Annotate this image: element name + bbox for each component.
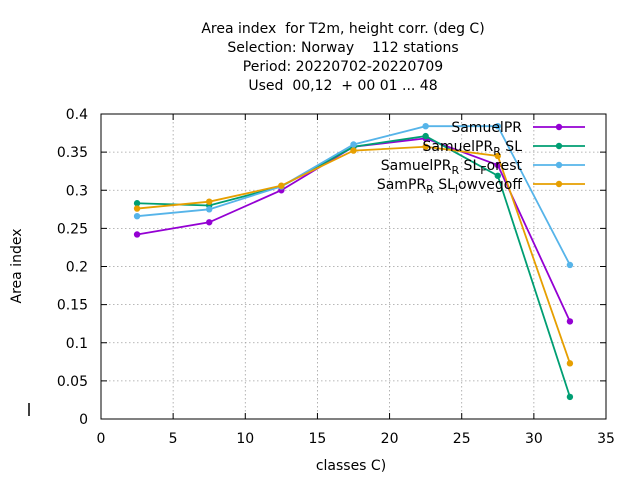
- y-tick-label: 0.3: [66, 183, 88, 199]
- data-point: [133, 231, 141, 238]
- title-line: Selection: Norway 112 stations: [227, 40, 458, 56]
- data-point: [494, 123, 501, 130]
- x-axis-label: classes C): [316, 458, 386, 474]
- data-point: [422, 132, 429, 140]
- series: [133, 123, 574, 401]
- y-tick-label: 0.15: [57, 298, 88, 314]
- x-tick-label: 5: [169, 431, 178, 447]
- data-point: [206, 198, 213, 205]
- legend-label: SamuelPR: [451, 120, 522, 136]
- legend-label: SamPRR SLlowvegoff: [377, 177, 523, 196]
- title-line: Period: 20220702-20220709: [243, 59, 443, 75]
- data-point: [133, 205, 141, 212]
- x-tick-label: 25: [453, 431, 471, 447]
- y-tick-label: 0.35: [57, 145, 88, 161]
- data-point: [566, 393, 574, 401]
- chart-title: Area index for T2m, height corr. (deg C)…: [201, 21, 484, 94]
- title-line: Area index for T2m, height corr. (deg C): [201, 21, 484, 37]
- legend-swatch-point: [555, 123, 563, 131]
- x-tick-label: 10: [236, 431, 254, 447]
- data-point: [494, 161, 501, 169]
- y-tick-label: 0.1: [66, 336, 88, 352]
- legend-label: SamuelPRR SLForest: [381, 158, 523, 177]
- data-point: [422, 143, 429, 150]
- y-tick-label: 0.4: [66, 107, 88, 123]
- y-axis: 0 0.05 0.1 0.15 0.2 0.25 0.3 0.35 0.4: [57, 107, 606, 428]
- legend-label: SamuelPRR SL: [423, 139, 523, 158]
- x-tick-label: 35: [597, 431, 615, 447]
- data-point: [494, 152, 501, 160]
- data-point: [422, 123, 429, 130]
- data-point: [206, 219, 213, 226]
- y-tick-label: 0.25: [57, 221, 88, 237]
- y-axis-label: Area index: [9, 229, 25, 304]
- data-point: [566, 261, 574, 269]
- data-point: [350, 141, 357, 148]
- data-point: [350, 147, 357, 154]
- title-line: Used 00,12 + 00 01 ... 48: [248, 78, 437, 94]
- x-tick-label: 15: [309, 431, 327, 447]
- x-tick-label: 30: [525, 431, 543, 447]
- x-axis: 0 5 10 15 20 25 30 35: [97, 114, 615, 447]
- y-tick-label: 0.05: [57, 374, 88, 390]
- legend-swatch-point: [555, 180, 563, 188]
- data-point: [494, 172, 501, 179]
- data-point: [278, 182, 285, 189]
- x-tick-label: 20: [381, 431, 399, 447]
- y-tick-label: 0: [79, 412, 88, 428]
- data-point: [566, 360, 574, 367]
- y-tick-label: 0.2: [66, 260, 88, 276]
- x-tick-label: 0: [97, 431, 106, 447]
- data-point: [133, 212, 141, 220]
- legend-swatch-point: [555, 161, 563, 169]
- data-point: [566, 318, 574, 325]
- grid: [101, 114, 606, 419]
- data-point: [206, 206, 213, 213]
- legend-swatch-point: [555, 142, 563, 150]
- data-point: [133, 200, 141, 207]
